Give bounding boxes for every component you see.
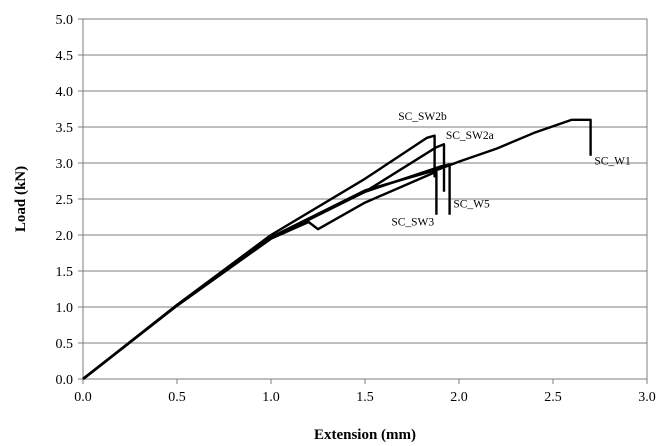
x-tick-label: 1.0	[262, 390, 280, 405]
y-tick-label: 0.0	[56, 373, 74, 388]
x-axis-ticks: 0.0 0.5 1.0 1.5 2.0 2.5 3.0	[74, 379, 656, 405]
x-tick-label: 0.5	[168, 390, 186, 405]
y-tick-label: 2.0	[56, 229, 74, 244]
y-axis-ticks: 0.0 0.5 1.0 1.5 2.0 2.5 3.0 3.5 4.0 4.5 5.0	[56, 13, 83, 388]
y-tick-label: 2.5	[56, 193, 74, 208]
x-tick-label: 1.5	[356, 390, 374, 405]
x-tick-label: 0.0	[74, 390, 92, 405]
y-tick-label: 3.0	[56, 157, 74, 172]
series-label-sc-w1: SC_W1	[594, 155, 631, 167]
series-line-sc-w1	[82, 118, 592, 380]
y-tick-label: 5.0	[56, 13, 74, 28]
y-axis-title: Load (kN)	[13, 166, 29, 232]
series-label-sc-sw2b: SC_SW2b	[398, 111, 447, 123]
series-label-sc-sw2a: SC_SW2a	[446, 130, 494, 142]
series-line-sc-sw2a	[82, 143, 446, 380]
series-label-sc-sw3: SC_SW3	[391, 217, 434, 229]
y-tick-label: 0.5	[56, 337, 74, 352]
series-lines	[82, 118, 592, 380]
series-annotations: SC_SW2b SC_SW2a SC_W1 SC_W5 SC_SW3	[391, 111, 631, 229]
series-line-sc-w5	[82, 163, 451, 380]
series-line-sc-sw2b	[82, 134, 436, 380]
x-axis-title: Extension (mm)	[314, 427, 416, 443]
y-tick-label: 1.5	[56, 265, 74, 280]
y-tick-label: 3.5	[56, 121, 74, 136]
y-tick-label: 4.5	[56, 49, 74, 64]
x-tick-label: 3.0	[638, 390, 656, 405]
series-label-sc-w5: SC_W5	[453, 199, 490, 211]
x-tick-label: 2.5	[544, 390, 562, 405]
gridlines	[83, 18, 647, 380]
y-tick-label: 4.0	[56, 85, 74, 100]
y-tick-label: 1.0	[56, 301, 74, 316]
series-line-sc-sw3	[82, 170, 438, 380]
x-tick-label: 2.0	[450, 390, 468, 405]
